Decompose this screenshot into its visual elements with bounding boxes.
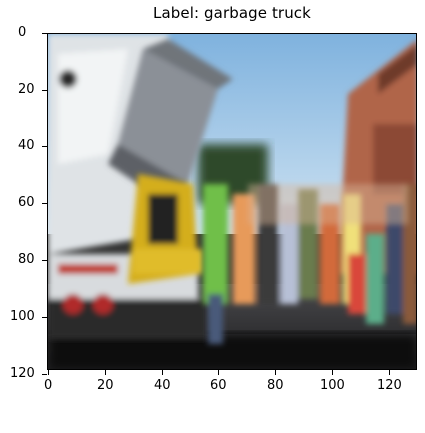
y-tick-label: 20 [18,82,35,97]
scene-image [48,34,416,369]
y-tick-label: 120 [10,366,35,381]
crowd [203,184,416,344]
lift-arm [128,174,203,284]
x-tick-label: 120 [377,378,402,393]
y-tick-label: 80 [18,252,35,267]
x-tick-label: 0 [44,378,53,393]
y-tick-label: 100 [10,309,35,324]
x-tick-label: 100 [320,378,345,393]
x-tick-label: 60 [210,378,227,393]
y-tick-label: 0 [18,25,27,40]
x-tick-label: 40 [154,378,171,393]
plot-title: Label: garbage truck [153,4,311,22]
y-tick-label: 60 [18,195,35,210]
x-tick-label: 80 [267,378,284,393]
y-tick-label: 40 [18,138,35,153]
image-panel [47,33,417,370]
x-tick-label: 20 [97,378,114,393]
